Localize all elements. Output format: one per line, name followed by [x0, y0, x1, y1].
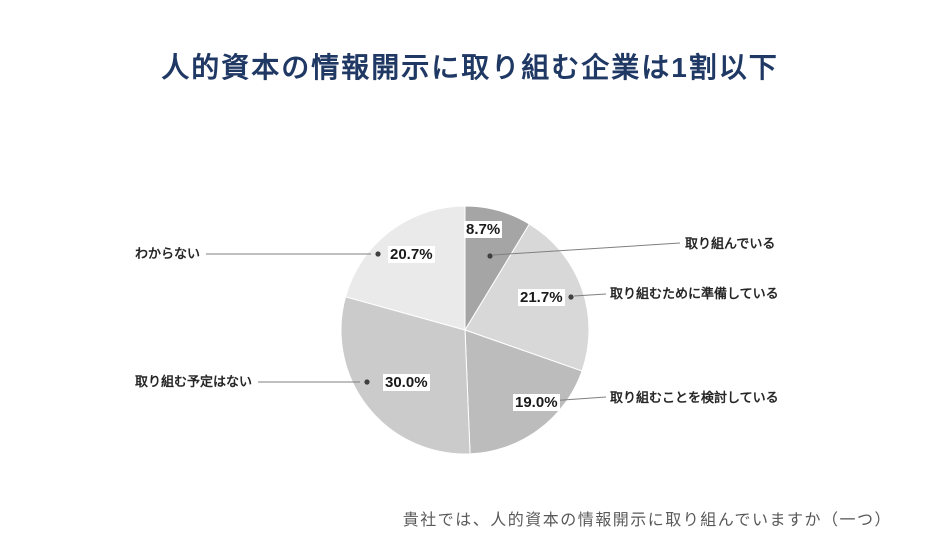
category-label-considering: 取り組むことを検討している	[610, 390, 779, 405]
pie-chart	[340, 205, 590, 455]
category-label-unknown: わからない	[135, 246, 201, 261]
pie-slice-4	[344, 205, 466, 331]
pct-label-preparing: 21.7%	[518, 289, 565, 306]
category-label-engaged: 取り組んでいる	[685, 236, 776, 251]
category-label-no-plan: 取り組む予定はない	[135, 374, 253, 389]
pct-label-engaged: 8.7%	[464, 221, 503, 238]
pct-label-considering: 19.0%	[513, 394, 560, 411]
pct-label-no-plan: 30.0%	[383, 374, 430, 391]
pie-slice-2	[464, 329, 583, 455]
page-title: 人的資本の情報開示に取り組む企業は1割以下	[161, 52, 779, 83]
pct-label-unknown: 20.7%	[388, 246, 435, 263]
category-label-preparing: 取り組むために準備している	[610, 286, 779, 301]
survey-question: 貴社では、人的資本の情報開示に取り組んでいますか（一つ）	[402, 512, 892, 529]
